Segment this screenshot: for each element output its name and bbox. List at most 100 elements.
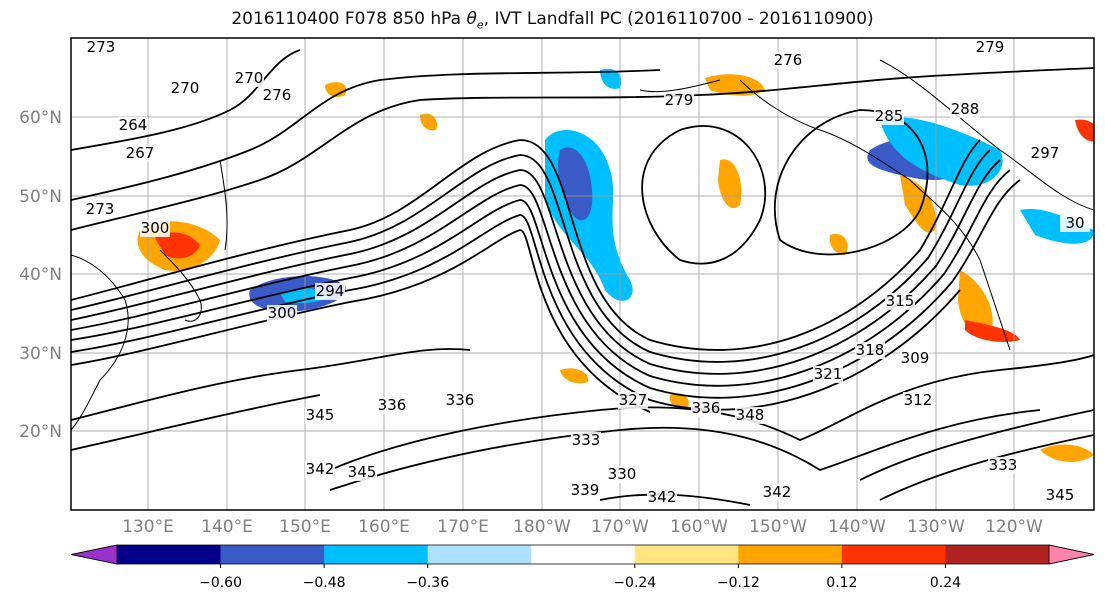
contour-label-bg — [1030, 145, 1060, 162]
contour-label: 333 — [989, 456, 1018, 474]
contour-label-bg — [305, 461, 335, 478]
contour-label-bg — [305, 407, 335, 424]
contour-label-bg — [664, 92, 694, 109]
lon-tick-label: 130°W — [907, 517, 965, 537]
contour-label: 330 — [608, 465, 637, 483]
contour-label: 345 — [348, 463, 377, 481]
title-prefix: 2016110400 F078 850 hPa — [231, 9, 467, 29]
contour-label-bg — [234, 70, 264, 87]
contour-label: 336 — [692, 399, 721, 417]
contour-label-bg — [900, 350, 930, 367]
contour-label-bg — [170, 80, 200, 97]
lon-tick-label: 170°W — [591, 517, 649, 537]
contour-label: 300 — [268, 304, 297, 322]
colorbar-segment — [324, 545, 429, 564]
colorbar-segment — [117, 545, 222, 564]
contour-label: 348 — [736, 406, 765, 424]
contour-label: 30 — [1065, 214, 1084, 232]
theta-e-contours — [71, 49, 1094, 506]
longitude-labels: 130°E 140°E 150°E 160°E 170°E 180°W 170°W 160°W… — [122, 517, 1043, 537]
contour-label-bg — [903, 392, 933, 409]
contour-label: 333 — [572, 431, 601, 449]
colorbar-tick-label: −0.12 — [717, 575, 760, 591]
contour-label: 270 — [171, 79, 200, 97]
map-frame — [70, 37, 1095, 511]
contour-label: 270 — [235, 69, 264, 87]
colorbar-tick-label: −0.24 — [613, 575, 656, 591]
contour-label-bg — [377, 397, 407, 414]
contour-label-bg — [347, 464, 377, 481]
colorbar-extend-max — [1048, 544, 1095, 565]
contour-label: 345 — [1046, 486, 1075, 504]
contour-label-bg — [570, 482, 600, 499]
lon-tick-label: 150°E — [279, 517, 331, 537]
contour-label-bg — [267, 305, 297, 322]
contour-label: 267 — [126, 144, 155, 162]
contour-label-bg — [975, 39, 1005, 56]
colorbar-segment — [634, 545, 739, 564]
contour-label: 276 — [263, 86, 292, 104]
contour-label: 321 — [814, 365, 843, 383]
colorbar-tick-label: −0.60 — [199, 575, 242, 591]
contour-label: 285 — [875, 107, 904, 125]
contour-label: 279 — [665, 91, 694, 109]
contour-label-bg — [647, 489, 677, 506]
contour-label: 342 — [763, 483, 792, 501]
contour-label-bg — [315, 283, 345, 300]
contour-label: 264 — [119, 116, 148, 134]
contour-label: 342 — [648, 488, 677, 506]
contour-label-bg — [445, 392, 475, 409]
lat-tick-label: 20°N — [19, 422, 62, 442]
contour-label-bg — [950, 101, 980, 118]
lon-tick-label: 140°E — [201, 517, 253, 537]
lon-tick-label: 170°E — [437, 517, 489, 537]
contour-label-bg — [618, 392, 648, 409]
contour-label-bg — [735, 407, 765, 424]
figure-title: 2016110400 F078 850 hPa θe, IVT Landfall… — [0, 9, 1105, 31]
title-theta-subscript: e — [476, 18, 484, 32]
contour-label: 336 — [446, 391, 475, 409]
contour-label: 279 — [976, 38, 1005, 56]
colorbar-tick-label: −0.36 — [406, 575, 449, 591]
colorbar-tick-label: 0.12 — [826, 575, 857, 591]
colorbar: −0.60 −0.48 −0.36 −0.24 −0.12 0.12 0.24 — [70, 544, 1095, 591]
colorbar-segment — [738, 545, 843, 564]
lon-tick-label: 180°W — [513, 517, 571, 537]
lon-tick-label: 150°W — [749, 517, 807, 537]
colorbar-segment — [841, 545, 946, 564]
contour-label-bg — [125, 145, 155, 162]
contour-label: 312 — [904, 391, 933, 409]
colorbar-segment — [220, 545, 325, 564]
contour-label: 288 — [951, 100, 980, 118]
colorbar-tick-label: −0.48 — [303, 575, 346, 591]
contour-label: 300 — [141, 219, 170, 237]
contour-label: 276 — [774, 51, 803, 69]
contour-label: 294 — [316, 282, 345, 300]
title-theta-symbol: θ — [466, 9, 477, 29]
contour-label-bg — [1045, 487, 1075, 504]
lon-tick-label: 160°W — [670, 517, 728, 537]
colorbar-outline — [70, 544, 1095, 565]
contour-label: 273 — [86, 200, 115, 218]
lon-tick-label: 120°W — [985, 517, 1043, 537]
title-suffix: , IVT Landfall PC (2016110700 - 20161109… — [483, 9, 874, 29]
contour-label: 315 — [886, 292, 915, 310]
lat-tick-label: 60°N — [19, 108, 62, 128]
contour-label-bg — [571, 432, 601, 449]
contour-label: 336 — [378, 396, 407, 414]
lon-tick-label: 140°W — [828, 517, 886, 537]
contour-label-bg — [691, 400, 721, 417]
contour-label-bg — [118, 117, 148, 134]
contour-label-bg — [988, 457, 1018, 474]
contour-label-bg — [607, 466, 637, 483]
contour-label: 318 — [856, 341, 885, 359]
colorbar-segment — [427, 545, 532, 564]
colorbar-tick-label: 0.24 — [930, 575, 961, 591]
lon-tick-label: 130°E — [122, 517, 174, 537]
contour-label-bg — [885, 293, 915, 310]
latitude-labels: 60°N 50°N 40°N 30°N 20°N — [19, 108, 62, 442]
lat-tick-label: 40°N — [19, 265, 62, 285]
